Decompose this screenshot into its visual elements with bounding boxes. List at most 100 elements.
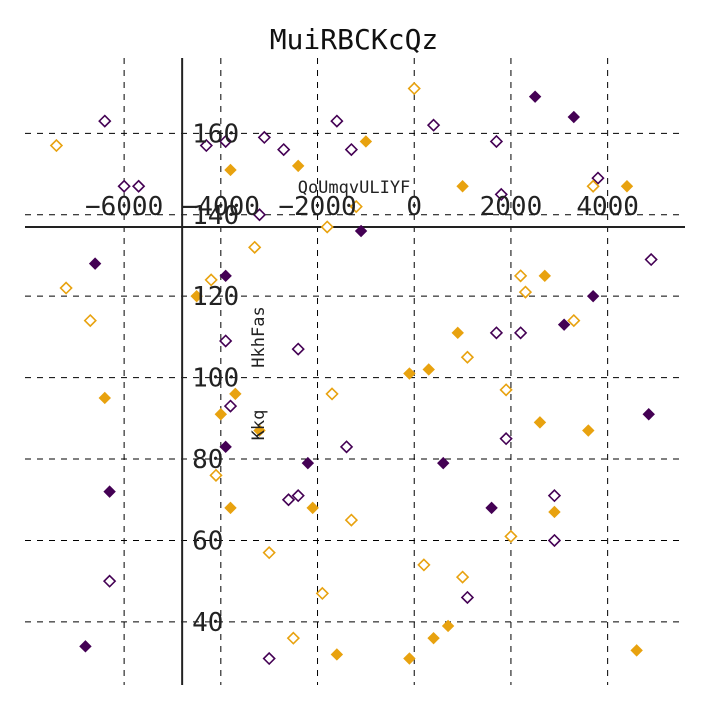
data-point	[485, 501, 498, 515]
data-point	[513, 269, 528, 283]
y-tick-label: 140	[192, 201, 239, 231]
data-point	[257, 130, 271, 145]
data-point	[591, 171, 605, 185]
data-point	[252, 208, 267, 222]
data-point	[98, 114, 112, 128]
data-point	[630, 644, 643, 657]
data-point	[190, 289, 203, 303]
data-point	[229, 387, 242, 401]
x-tick-label: −6000	[85, 192, 163, 222]
data-point	[644, 252, 658, 267]
data-point	[548, 505, 561, 519]
data-point	[49, 138, 64, 153]
y-tick-label: 160	[192, 119, 239, 149]
data-point	[417, 558, 431, 572]
data-point	[262, 546, 276, 560]
data-point	[426, 118, 441, 132]
data-point	[219, 269, 232, 283]
data-point	[586, 289, 600, 303]
x-tick-label: 4000	[576, 192, 639, 222]
data-point	[277, 142, 291, 157]
data-point	[315, 586, 329, 601]
data-point	[422, 363, 435, 376]
x-axis-label: QoUmqvULIYF	[298, 178, 411, 198]
data-point	[204, 273, 218, 287]
data-point	[117, 179, 131, 193]
data-point	[306, 501, 319, 515]
data-point	[489, 326, 504, 340]
data-point	[427, 631, 440, 645]
data-point	[494, 187, 508, 202]
data-point	[301, 456, 315, 470]
data-point	[224, 163, 237, 177]
y-axis-label-secondary: Kkq	[249, 410, 269, 441]
data-point	[209, 468, 223, 482]
data-point	[286, 631, 300, 645]
data-point	[359, 135, 373, 148]
data-point	[557, 318, 571, 331]
data-point	[102, 574, 117, 588]
data-point	[499, 383, 513, 397]
y-tick-label: 120	[192, 282, 239, 312]
data-point	[262, 651, 276, 666]
data-point	[59, 281, 73, 295]
data-point	[489, 134, 504, 149]
data-point	[437, 456, 450, 470]
data-point	[330, 114, 344, 128]
data-point	[344, 142, 359, 157]
data-point	[403, 652, 416, 665]
data-point	[518, 285, 533, 299]
data-point	[199, 138, 213, 153]
y-tick-label: 80	[192, 445, 223, 475]
data-point	[460, 590, 475, 605]
data-point	[513, 326, 528, 340]
data-point	[582, 424, 595, 437]
data-point	[403, 367, 416, 380]
data-point	[586, 179, 600, 193]
data-point	[407, 81, 421, 96]
y-tick-label: 100	[192, 364, 239, 394]
data-point	[223, 399, 238, 413]
data-point	[344, 513, 359, 527]
x-tick-label: −4000	[182, 192, 260, 222]
data-point	[79, 640, 92, 653]
data-point	[642, 408, 655, 421]
data-point	[98, 391, 111, 405]
data-point	[291, 342, 305, 356]
data-point	[214, 408, 228, 421]
data-point	[83, 313, 97, 328]
data-point	[547, 489, 562, 503]
data-point	[451, 326, 464, 340]
data-point	[219, 134, 233, 149]
data-point	[224, 501, 237, 515]
data-point	[354, 224, 368, 238]
x-tick-label: 2000	[480, 192, 543, 222]
data-point	[291, 159, 305, 173]
chart-title: MuiRBCKcQz	[270, 23, 439, 56]
data-point	[441, 619, 455, 633]
data-point	[320, 220, 334, 234]
data-point	[456, 180, 469, 193]
y-tick-label: 60	[192, 526, 223, 556]
data-point	[219, 440, 232, 454]
tick-labels: −6000 −4000 −2000 0 2000 4000 40 60 80 100 120 140 1…	[85, 119, 639, 638]
data-point	[103, 485, 116, 498]
data-point	[567, 110, 580, 124]
data-point	[88, 257, 102, 270]
data-point	[219, 334, 233, 348]
data-point	[567, 313, 581, 328]
data-point	[455, 570, 470, 584]
y-axis-label: HkhFas	[249, 306, 269, 367]
grid-lines	[25, 58, 685, 685]
data-point	[339, 440, 354, 454]
data-point	[349, 199, 363, 214]
data-point	[325, 387, 339, 401]
data-point	[330, 648, 344, 661]
data-point	[533, 416, 547, 429]
data-point	[620, 180, 634, 193]
x-tick-label: −2000	[278, 192, 356, 222]
data-points	[49, 81, 658, 666]
data-point	[504, 529, 518, 544]
